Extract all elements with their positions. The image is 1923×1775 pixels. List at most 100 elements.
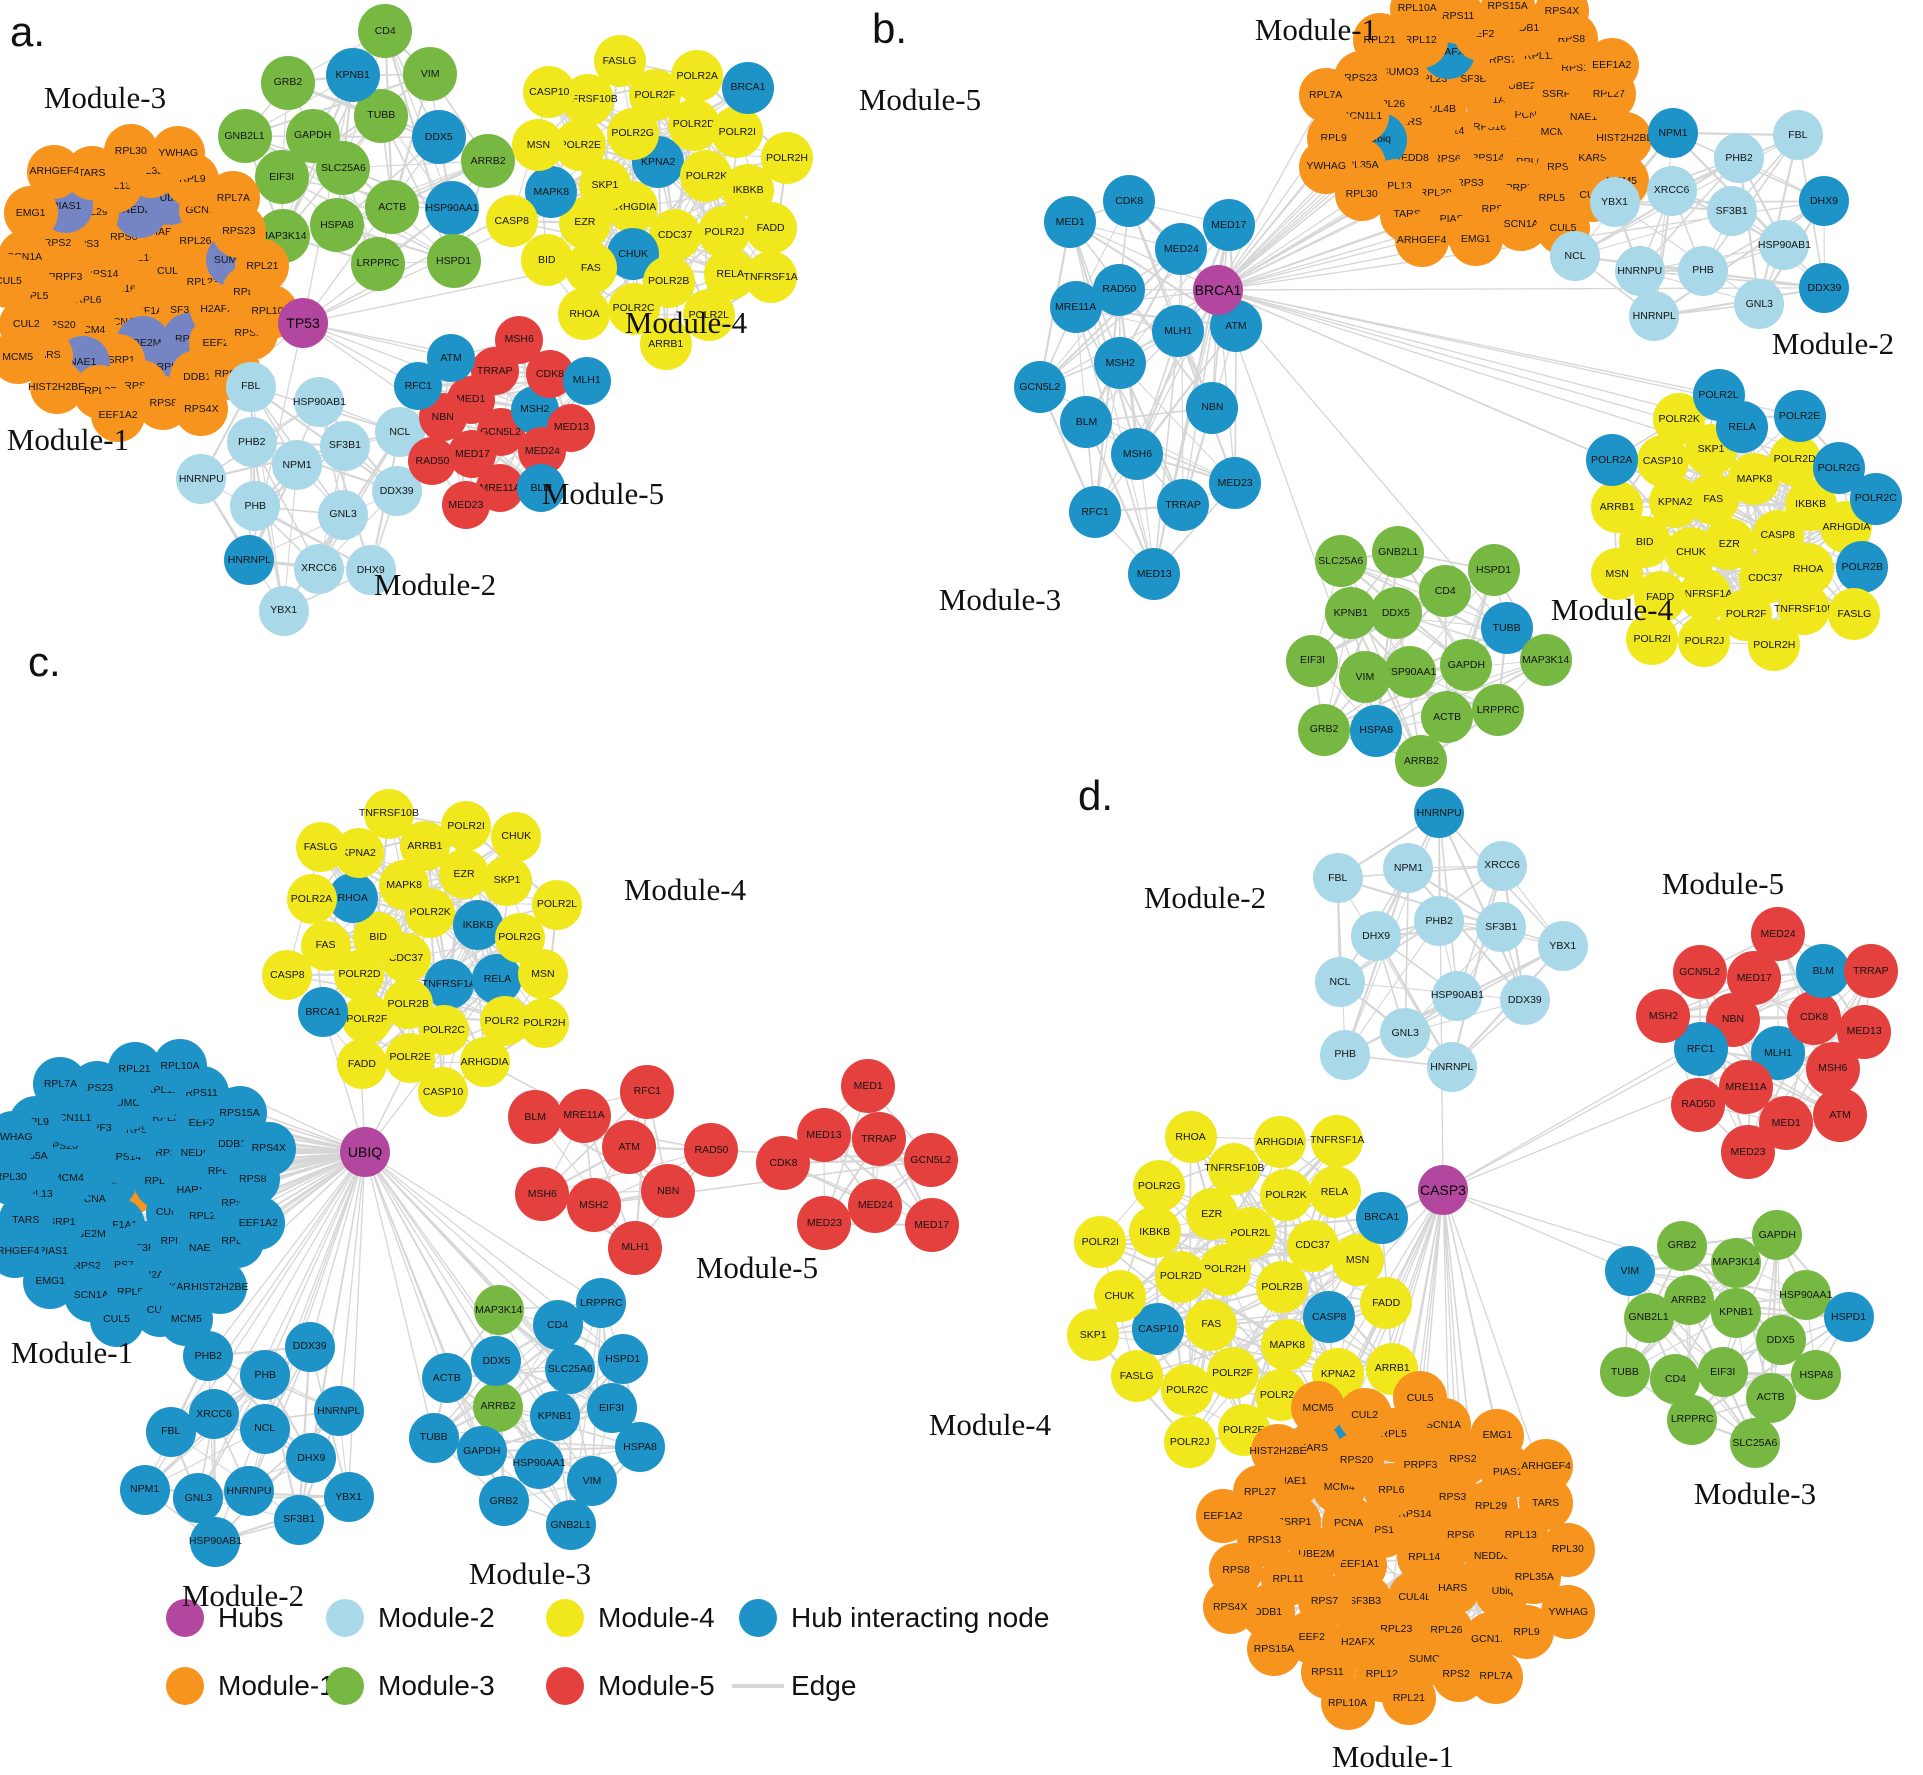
node-RFC1[interactable]: RFC1 [1069,486,1122,539]
node-HSP90AB1[interactable]: HSP90AB1 [189,1516,242,1567]
node-MED13[interactable]: MED13 [1128,547,1181,600]
node-FASLG[interactable]: FASLG [593,34,646,87]
node-GNB2L1[interactable]: GNB2L1 [545,1499,596,1550]
node-TNFRSF10B[interactable]: TNFRSF10B [359,788,419,839]
node-HSP90AA1[interactable]: HSP90AA1 [425,181,480,236]
node-POLR2G[interactable]: POLR2G [1133,1160,1186,1213]
node-GNL3[interactable]: GNL3 [1380,1008,1431,1059]
node-HNRNPU[interactable]: HNRNPU [1614,245,1665,296]
node-POLR2A[interactable]: POLR2A [1585,433,1638,486]
node-CD4[interactable]: CD4 [532,1300,583,1351]
node-HSP90AB1[interactable]: HSP90AB1 [1758,220,1811,271]
node-DHX9[interactable]: DHX9 [286,1433,337,1484]
node-POLR2H[interactable]: POLR2H [1748,619,1801,672]
node-PHB[interactable]: PHB [240,1350,291,1401]
node-EIF3I[interactable]: EIF3I [1286,634,1339,687]
node-YBX1[interactable]: YBX1 [323,1471,374,1522]
node-FBL[interactable]: FBL [1312,853,1363,904]
node-PHB2[interactable]: PHB2 [183,1331,234,1381]
node-BRCA1[interactable]: BRCA1 [721,61,774,114]
node-ARRB1[interactable]: ARRB1 [639,318,692,371]
node-RAD50[interactable]: RAD50 [1671,1077,1726,1132]
node-SLC25A6[interactable]: SLC25A6 [545,1344,596,1394]
node-BLM[interactable]: BLM [508,1090,563,1145]
node-GRB2[interactable]: GRB2 [1657,1220,1708,1271]
node-TUBB[interactable]: TUBB [408,1412,459,1463]
node-LRPPRC[interactable]: LRPPRC [350,236,405,291]
node-SLC25A6[interactable]: SLC25A6 [1314,535,1367,587]
node-DHX9[interactable]: DHX9 [1798,176,1849,227]
node-HSPD1[interactable]: HSPD1 [597,1333,648,1384]
node-GCN5L2[interactable]: GCN5L2 [903,1132,958,1187]
node-TRRAP[interactable]: TRRAP [1157,479,1210,532]
node-POLR2C[interactable]: POLR2C [1161,1364,1214,1417]
node-RPL21[interactable]: RPL21 [1381,1670,1436,1725]
node-EIF3I[interactable]: EIF3I [1697,1346,1748,1397]
node-IKBKB[interactable]: IKBKB [1128,1206,1181,1259]
node-POLR2I[interactable]: POLR2I [1626,612,1679,665]
node-KPNB1[interactable]: KPNB1 [1324,586,1377,639]
node-HIST2H2BE[interactable]: HIST2H2BE [191,1260,249,1315]
node-RAD50[interactable]: RAD50 [408,437,457,486]
node-MCM5[interactable]: MCM5 [0,330,45,385]
node-HSP90AB1[interactable]: HSP90AB1 [1431,970,1484,1021]
node-POLR2K[interactable]: POLR2K [1260,1169,1313,1222]
node-MAP3K14[interactable]: MAP3K14 [1519,633,1572,686]
node-NBN[interactable]: NBN [641,1163,696,1218]
node-FASLG[interactable]: FASLG [1110,1350,1163,1403]
node-RPL30[interactable]: RPL30 [1540,1522,1595,1577]
node-ARRB1[interactable]: ARRB1 [1591,481,1644,534]
node-TNFRSF10B[interactable]: TNFRSF10B [1204,1142,1264,1195]
node-MSH6[interactable]: MSH6 [515,1166,570,1221]
node-YBX1[interactable]: YBX1 [1537,920,1588,971]
node-HSPD1[interactable]: HSPD1 [426,234,481,289]
node-RPL10A[interactable]: RPL10A [1320,1675,1375,1730]
node-NCL[interactable]: NCL [1550,231,1601,282]
node-RPL30[interactable]: RPL30 [103,124,158,179]
node-CASP8[interactable]: CASP8 [485,195,538,248]
node-HSPD1[interactable]: HSPD1 [1467,544,1520,597]
node-GNB2L1[interactable]: GNB2L1 [217,109,272,163]
node-GNL3[interactable]: GNL3 [173,1472,224,1523]
node-HNRNPU[interactable]: HNRNPU [176,454,227,505]
node-NCL[interactable]: NCL [239,1403,290,1454]
node-CASP10[interactable]: CASP10 [418,1067,469,1118]
node-SF3B1[interactable]: SF3B1 [1476,902,1527,953]
node-VIM[interactable]: VIM [1338,651,1391,704]
node-LRPPRC[interactable]: LRPPRC [1472,684,1525,736]
node-ARHGEF4[interactable]: ARHGEF4 [27,144,82,199]
node-CUL5[interactable]: CUL5 [89,1292,144,1347]
node-RHOA[interactable]: RHOA [1164,1110,1217,1163]
node-POLR2H[interactable]: POLR2H [761,131,813,184]
node-VIM[interactable]: VIM [566,1456,617,1507]
node-LRPPRC[interactable]: LRPPRC [576,1278,627,1329]
node-MSH2[interactable]: MSH2 [1636,989,1691,1044]
node-ATM[interactable]: ATM [602,1120,657,1175]
node-ARHGEF4[interactable]: ARHGEF4 [1394,213,1449,268]
node-YBX1[interactable]: YBX1 [258,585,309,636]
node-ARRB2[interactable]: ARRB2 [472,1381,523,1432]
node-GAPDH[interactable]: GAPDH [456,1426,507,1477]
node-MED24[interactable]: MED24 [1155,223,1208,276]
node-MED24[interactable]: MED24 [1751,906,1806,961]
node-SF3B1[interactable]: SF3B1 [274,1494,325,1545]
node-HIST2H2BE[interactable]: HIST2H2BE [1249,1423,1307,1478]
node-PHB2[interactable]: PHB2 [226,417,277,468]
node-HSPA8[interactable]: HSPA8 [1791,1350,1842,1401]
node-ARHGDIA[interactable]: ARHGDIA [459,1036,510,1087]
node-CDK8[interactable]: CDK8 [1787,990,1842,1045]
node-HNRNPU[interactable]: HNRNPU [1414,787,1465,838]
hub-CASP3[interactable]: CASP3 [1418,1165,1468,1215]
node-GRB2[interactable]: GRB2 [260,55,315,110]
node-LRPPRC[interactable]: LRPPRC [1667,1394,1718,1445]
node-SKP1[interactable]: SKP1 [1067,1309,1120,1362]
node-HSP90AB1[interactable]: HSP90AB1 [293,376,346,427]
node-PHB[interactable]: PHB [1320,1029,1371,1080]
node-GAPDH[interactable]: GAPDH [1752,1209,1803,1260]
node-BLM[interactable]: BLM [1060,396,1113,449]
node-CUL5[interactable]: CUL5 [1393,1371,1448,1426]
node-NPM1[interactable]: NPM1 [1648,107,1699,158]
node-FBL[interactable]: FBL [225,361,276,412]
node-ACTB[interactable]: ACTB [421,1353,472,1404]
node-MED1[interactable]: MED1 [1044,195,1097,248]
